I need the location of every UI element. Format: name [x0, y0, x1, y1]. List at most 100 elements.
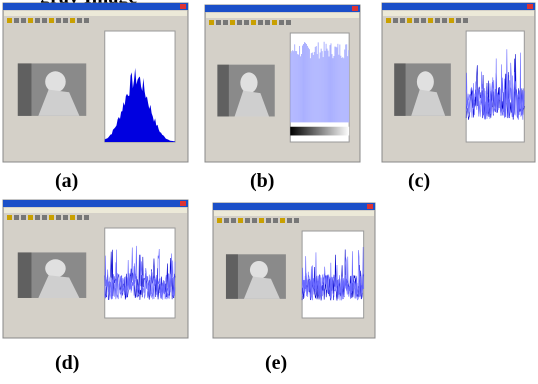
window [382, 3, 535, 162]
toolbar-icon [230, 20, 235, 25]
toolbar-icon [244, 20, 249, 25]
toolbar-icon [272, 20, 277, 25]
histogram [325, 51, 326, 123]
toolbar-icon [237, 20, 242, 25]
panel-label: (b) [250, 170, 274, 193]
toolbar-icon [84, 215, 89, 220]
image-detail [18, 63, 32, 115]
histogram [331, 54, 332, 122]
histogram [318, 42, 319, 122]
histogram [332, 58, 333, 122]
histogram [338, 55, 339, 123]
menu-bar [206, 13, 359, 18]
histogram [300, 56, 301, 122]
toolbar-icon [70, 215, 75, 220]
histogram [320, 52, 321, 122]
menu-bar [4, 11, 187, 16]
panel-label: (d) [55, 352, 79, 375]
histogram [330, 45, 331, 122]
histogram [302, 46, 303, 123]
window [3, 3, 188, 162]
histogram [303, 44, 304, 122]
histogram [308, 48, 309, 123]
toolbar-icon [56, 18, 61, 23]
histogram [343, 58, 344, 122]
toolbar-icon [14, 215, 19, 220]
histogram [323, 57, 324, 122]
image-detail [217, 65, 228, 117]
toolbar-icon [77, 215, 82, 220]
image-detail [18, 252, 32, 298]
toolbar-icon [259, 218, 264, 223]
histogram [341, 58, 342, 122]
histogram [299, 46, 300, 122]
histogram [309, 49, 310, 122]
toolbar-icon [442, 18, 447, 23]
toolbar-icon [279, 20, 284, 25]
histogram [319, 58, 320, 122]
histogram [313, 55, 314, 122]
toolbar-icon [63, 18, 68, 23]
histogram [315, 47, 316, 122]
histogram [293, 51, 294, 122]
histogram [307, 46, 308, 122]
close-button [180, 201, 186, 206]
window [205, 5, 360, 162]
toolbar-icon [49, 215, 54, 220]
histogram [310, 58, 311, 122]
menu-bar [4, 208, 187, 213]
histogram [336, 47, 337, 122]
histogram [342, 57, 343, 122]
histogram [339, 44, 340, 122]
colorbar [290, 127, 349, 136]
histogram [304, 42, 305, 122]
close-button [367, 204, 373, 209]
histogram [334, 47, 335, 123]
toolbar-icon [231, 218, 236, 223]
toolbar-icon [449, 18, 454, 23]
toolbar-icon [70, 18, 75, 23]
histogram [295, 51, 296, 122]
toolbar-icon [35, 215, 40, 220]
toolbar-icon [77, 18, 82, 23]
toolbar-icon [223, 20, 228, 25]
image-detail [45, 71, 66, 92]
toolbar-icon [287, 218, 292, 223]
histogram [344, 49, 345, 122]
panel-label: (e) [265, 352, 287, 375]
histogram [327, 49, 328, 123]
title-bar [3, 200, 188, 207]
toolbar-icon [224, 218, 229, 223]
toolbar-icon [84, 18, 89, 23]
toolbar-icon [435, 18, 440, 23]
image-detail [226, 254, 238, 299]
page: {"heading": "gray Image", "panels": [{"l… [0, 0, 538, 384]
window [3, 200, 188, 338]
toolbar-icon [258, 20, 263, 25]
toolbar-icon [49, 18, 54, 23]
toolbar-icon [266, 218, 271, 223]
histogram [317, 54, 318, 122]
menu-bar [214, 211, 374, 216]
histogram [333, 56, 334, 122]
toolbar-icon [245, 218, 250, 223]
close-button [527, 4, 533, 9]
image-detail [45, 259, 66, 277]
toolbar-icon [421, 18, 426, 23]
toolbar-icon [393, 18, 398, 23]
histogram [290, 53, 291, 122]
toolbar-icon [414, 18, 419, 23]
close-button [352, 6, 358, 11]
toolbar-icon [21, 18, 26, 23]
toolbar-icon [400, 18, 405, 23]
image-detail [240, 72, 257, 93]
toolbar-icon [216, 20, 221, 25]
histogram [301, 54, 302, 122]
menu-bar [383, 11, 534, 16]
toolbar-icon [35, 18, 40, 23]
toolbar-icon [294, 218, 299, 223]
histogram [345, 44, 346, 122]
histogram [306, 44, 307, 122]
histogram [316, 46, 317, 122]
toolbar-icon [407, 18, 412, 23]
